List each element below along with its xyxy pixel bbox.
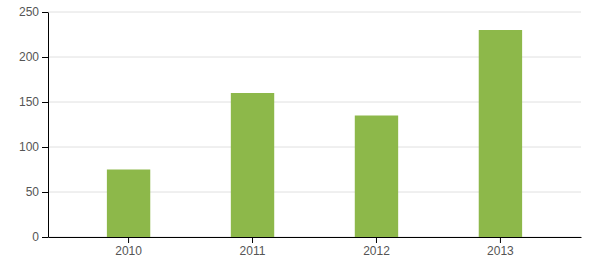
plot: 2010 2011 2012 2013 0 50 100 150 200 250 [19,5,582,257]
bar [107,170,150,238]
x-tick-label: 2010 [115,244,142,258]
y-axis: 0 50 100 150 200 250 [19,5,49,244]
y-tick: 0 [32,230,48,244]
y-tick: 50 [26,185,48,199]
y-tick-mark [42,57,48,58]
y-tick-label: 0 [32,230,39,244]
x-tick: 2011 [240,237,266,258]
y-tick-mark [42,12,48,13]
y-tick-mark [42,147,48,148]
y-tick: 200 [19,50,48,64]
x-tick-mark [252,237,253,243]
x-tick-mark [376,237,377,243]
y-tick-mark [42,237,48,238]
y-tick-label: 50 [26,185,40,199]
bars [107,30,522,237]
x-axis: 2010 2011 2012 2013 [49,237,582,258]
chart: 2010 2011 2012 2013 0 50 100 150 200 250 [0,0,599,265]
x-tick: 2010 [115,237,142,258]
y-tick: 150 [19,95,48,109]
y-tick-mark [42,102,48,103]
bar [231,93,274,237]
y-tick-label: 200 [19,50,39,64]
y-axis-line [48,13,49,238]
y-tick: 250 [19,5,48,19]
x-tick-label: 2012 [363,244,390,258]
x-tick: 2012 [363,237,390,258]
x-tick-label: 2013 [487,244,514,258]
y-tick-label: 100 [19,140,39,154]
y-tick: 100 [19,140,48,154]
x-tick-label: 2011 [240,244,266,258]
x-tick-mark [128,237,129,243]
bar [355,116,398,238]
x-tick-mark [500,237,501,243]
grid-line [48,12,581,13]
y-tick-label: 150 [19,95,39,109]
bar [479,30,522,237]
y-tick-label: 250 [19,5,39,19]
y-tick-mark [42,192,48,193]
grid [48,12,581,237]
x-tick: 2013 [487,237,514,258]
